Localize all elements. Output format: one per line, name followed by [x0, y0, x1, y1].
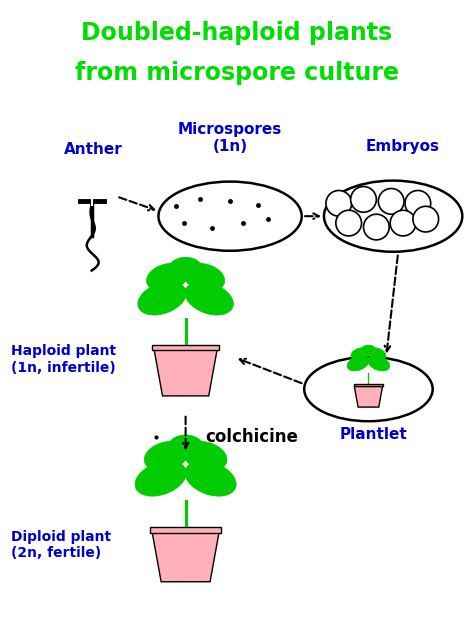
Circle shape — [326, 191, 352, 216]
Ellipse shape — [169, 257, 202, 281]
Ellipse shape — [146, 263, 188, 292]
Circle shape — [405, 191, 431, 216]
Text: Haploid plant
(1n, infertile): Haploid plant (1n, infertile) — [11, 345, 116, 375]
Circle shape — [413, 206, 438, 232]
Polygon shape — [355, 386, 383, 407]
Text: Embryos: Embryos — [366, 139, 440, 154]
Ellipse shape — [368, 356, 390, 371]
Text: Doubled-haploid plants: Doubled-haploid plants — [82, 21, 392, 45]
Circle shape — [351, 187, 376, 212]
Ellipse shape — [183, 263, 225, 292]
Circle shape — [336, 210, 362, 236]
Text: Microspores
(1n): Microspores (1n) — [178, 122, 282, 154]
Circle shape — [378, 189, 404, 214]
Ellipse shape — [144, 442, 188, 471]
Ellipse shape — [135, 461, 186, 496]
Ellipse shape — [185, 461, 236, 496]
Ellipse shape — [367, 348, 386, 360]
Ellipse shape — [324, 180, 462, 252]
Bar — [153, 345, 219, 350]
Circle shape — [390, 210, 416, 236]
Ellipse shape — [347, 356, 369, 371]
Text: Anther: Anther — [64, 142, 123, 157]
Text: from microspore culture: from microspore culture — [75, 61, 399, 85]
Ellipse shape — [158, 182, 302, 251]
Ellipse shape — [138, 282, 186, 315]
Ellipse shape — [183, 442, 227, 471]
Bar — [150, 528, 221, 533]
Ellipse shape — [168, 435, 203, 460]
Text: Diploid plant
(2n, fertile): Diploid plant (2n, fertile) — [11, 530, 111, 560]
Polygon shape — [152, 533, 219, 582]
Text: colchicine: colchicine — [205, 428, 298, 445]
Ellipse shape — [304, 357, 433, 422]
Ellipse shape — [361, 345, 376, 356]
Ellipse shape — [185, 282, 233, 315]
Polygon shape — [154, 350, 217, 396]
Ellipse shape — [351, 348, 369, 360]
Text: Plantlet: Plantlet — [339, 427, 407, 442]
Circle shape — [364, 214, 389, 240]
Bar — [354, 384, 383, 386]
